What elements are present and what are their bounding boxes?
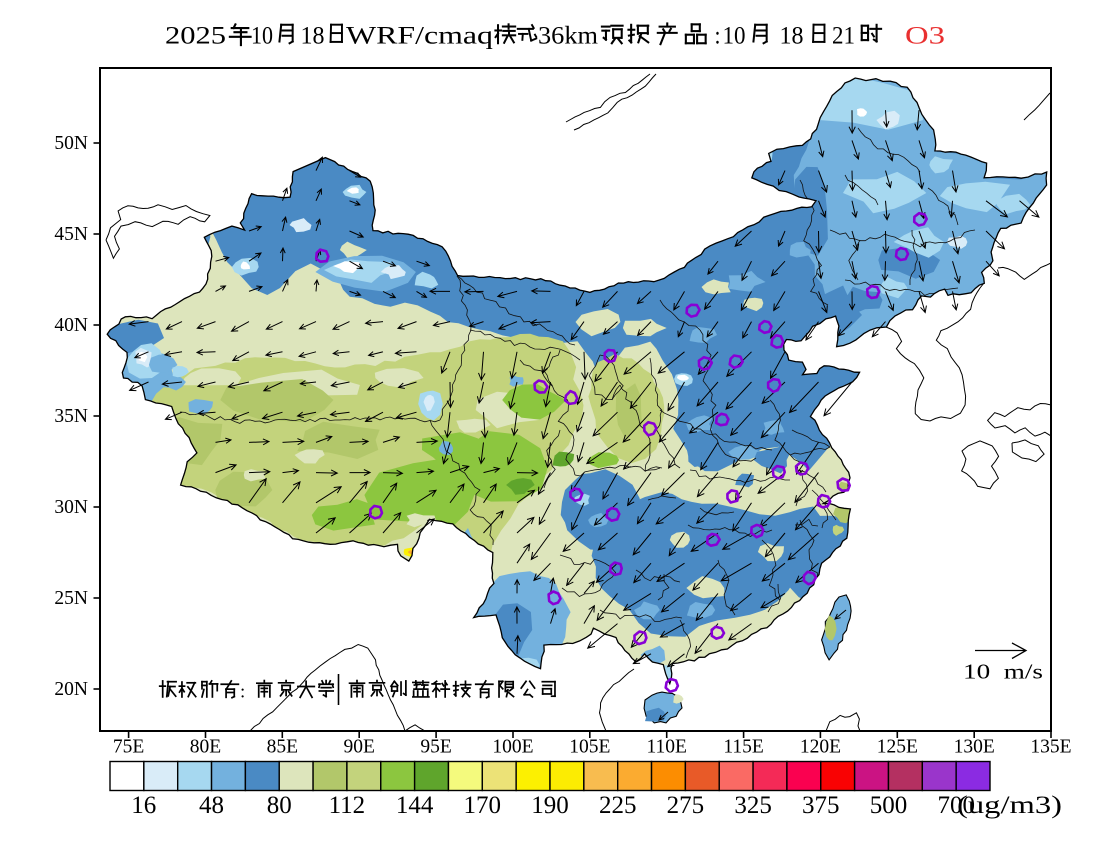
svg-text:30N: 30N	[54, 497, 88, 518]
svg-text:100E: 100E	[492, 737, 533, 758]
svg-text:190: 190	[531, 792, 569, 819]
svg-text:40N: 40N	[54, 315, 88, 336]
svg-text:48: 48	[199, 792, 224, 819]
svg-text:80E: 80E	[190, 737, 221, 758]
svg-text:16: 16	[131, 792, 156, 819]
svg-text:105E: 105E	[569, 737, 610, 758]
svg-text:2025: 2025	[165, 21, 226, 50]
svg-text:50N: 50N	[54, 133, 88, 154]
svg-text:21: 21	[832, 21, 855, 50]
svg-text:18: 18	[780, 21, 804, 50]
svg-text:85E: 85E	[267, 737, 298, 758]
svg-text:35N: 35N	[54, 406, 88, 427]
svg-text:O3: O3	[905, 21, 945, 50]
svg-text:10: 10	[251, 21, 273, 50]
svg-text:95E: 95E	[420, 737, 451, 758]
svg-text:75E: 75E	[113, 737, 144, 758]
svg-text:112: 112	[329, 792, 366, 819]
svg-text:144: 144	[396, 792, 434, 819]
svg-text:(ug/m3): (ug/m3)	[957, 792, 1062, 819]
svg-text:WRF/cmaq: WRF/cmaq	[346, 21, 493, 50]
svg-text:275: 275	[667, 792, 705, 819]
svg-text:500: 500	[870, 792, 908, 819]
svg-text:110E: 110E	[646, 737, 686, 758]
svg-text:36km: 36km	[538, 21, 598, 50]
svg-text:45N: 45N	[54, 224, 88, 245]
svg-text:130E: 130E	[954, 737, 995, 758]
svg-text:375: 375	[802, 792, 840, 819]
svg-text:80: 80	[267, 792, 292, 819]
svg-text:90E: 90E	[343, 737, 374, 758]
svg-text:20N: 20N	[54, 679, 88, 700]
svg-text::: :	[240, 682, 245, 703]
svg-text:18: 18	[301, 21, 325, 50]
svg-text:115E: 115E	[723, 737, 763, 758]
svg-text:135E: 135E	[1030, 737, 1071, 758]
svg-text:325: 325	[734, 792, 772, 819]
svg-text:25N: 25N	[54, 588, 88, 609]
svg-text:225: 225	[599, 792, 637, 819]
svg-text:700: 700	[937, 792, 975, 819]
svg-text:125E: 125E	[877, 737, 918, 758]
svg-text:10 m/s: 10 m/s	[963, 660, 1043, 684]
svg-text::: :	[715, 21, 721, 50]
svg-text:120E: 120E	[800, 737, 841, 758]
svg-text:10: 10	[723, 21, 746, 50]
svg-text:170: 170	[464, 792, 502, 819]
